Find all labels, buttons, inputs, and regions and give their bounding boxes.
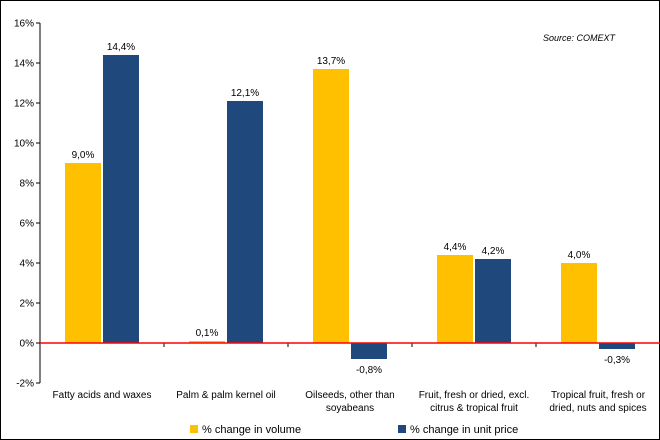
data-label: 4,0% — [568, 250, 591, 261]
data-label: 4,2% — [482, 246, 505, 257]
y-tick-label: 2% — [20, 299, 35, 310]
bar-volume — [561, 263, 597, 343]
y-tick-label: 6% — [20, 219, 35, 230]
source-annotation: Source: COMEXT — [543, 33, 617, 43]
y-tick-label: 0% — [20, 339, 35, 350]
y-tick-label: 14% — [14, 59, 34, 70]
y-tick-label: 4% — [20, 259, 35, 270]
category-label: citrus & tropical fruit — [430, 403, 518, 414]
legend: % change in volume % change in unit price — [190, 424, 518, 436]
bar-unit-price — [103, 55, 139, 343]
bar-volume — [437, 255, 473, 343]
data-label: 4,4% — [444, 242, 467, 253]
bars: 9,0% 0,1% 13,7% 4,4% 4,0% 14,4% 12,1% -0,8% 4,2%… — [65, 42, 635, 376]
category-label: soyabeans — [326, 403, 374, 414]
legend-swatch — [398, 425, 406, 433]
data-label: 9,0% — [72, 150, 95, 161]
y-tick-label: 8% — [20, 179, 35, 190]
legend-entry: % change in volume — [202, 424, 301, 436]
y-tick-label: 10% — [14, 139, 34, 150]
data-label: 0,1% — [196, 328, 219, 339]
legend-entry: % change in unit price — [410, 424, 518, 436]
y-tick-label: 16% — [14, 19, 34, 30]
bar-unit-price — [351, 343, 387, 359]
bar-unit-price — [599, 343, 635, 349]
data-label: -0,8% — [356, 365, 382, 376]
category-label: Fatty acids and waxes — [53, 390, 152, 401]
category-label: Oilseeds, other than — [305, 390, 395, 401]
bar-unit-price — [475, 259, 511, 343]
y-tick-label: -2% — [16, 379, 34, 390]
bar-volume — [313, 69, 349, 343]
bar-volume — [65, 163, 101, 343]
bar-volume — [189, 341, 225, 343]
bar-unit-price — [227, 101, 263, 343]
data-label: 14,4% — [107, 42, 135, 53]
y-axis: -2% 0% 2% 4% 6% 8% 10% 12% 14% 16% — [14, 19, 41, 390]
legend-swatch — [190, 425, 198, 433]
category-label: Tropical fruit, fresh or — [551, 390, 646, 401]
data-label: 12,1% — [231, 88, 259, 99]
category-label: Fruit, fresh or dried, excl. — [419, 390, 530, 401]
category-label: Palm & palm kernel oil — [176, 390, 275, 401]
y-tick-label: 12% — [14, 99, 34, 110]
category-label: dried, nuts and spices — [549, 403, 646, 414]
data-label: 13,7% — [317, 56, 345, 67]
data-label: -0,3% — [604, 355, 630, 366]
x-axis: Fatty acids and waxes Palm & palm kernel … — [40, 342, 660, 414]
